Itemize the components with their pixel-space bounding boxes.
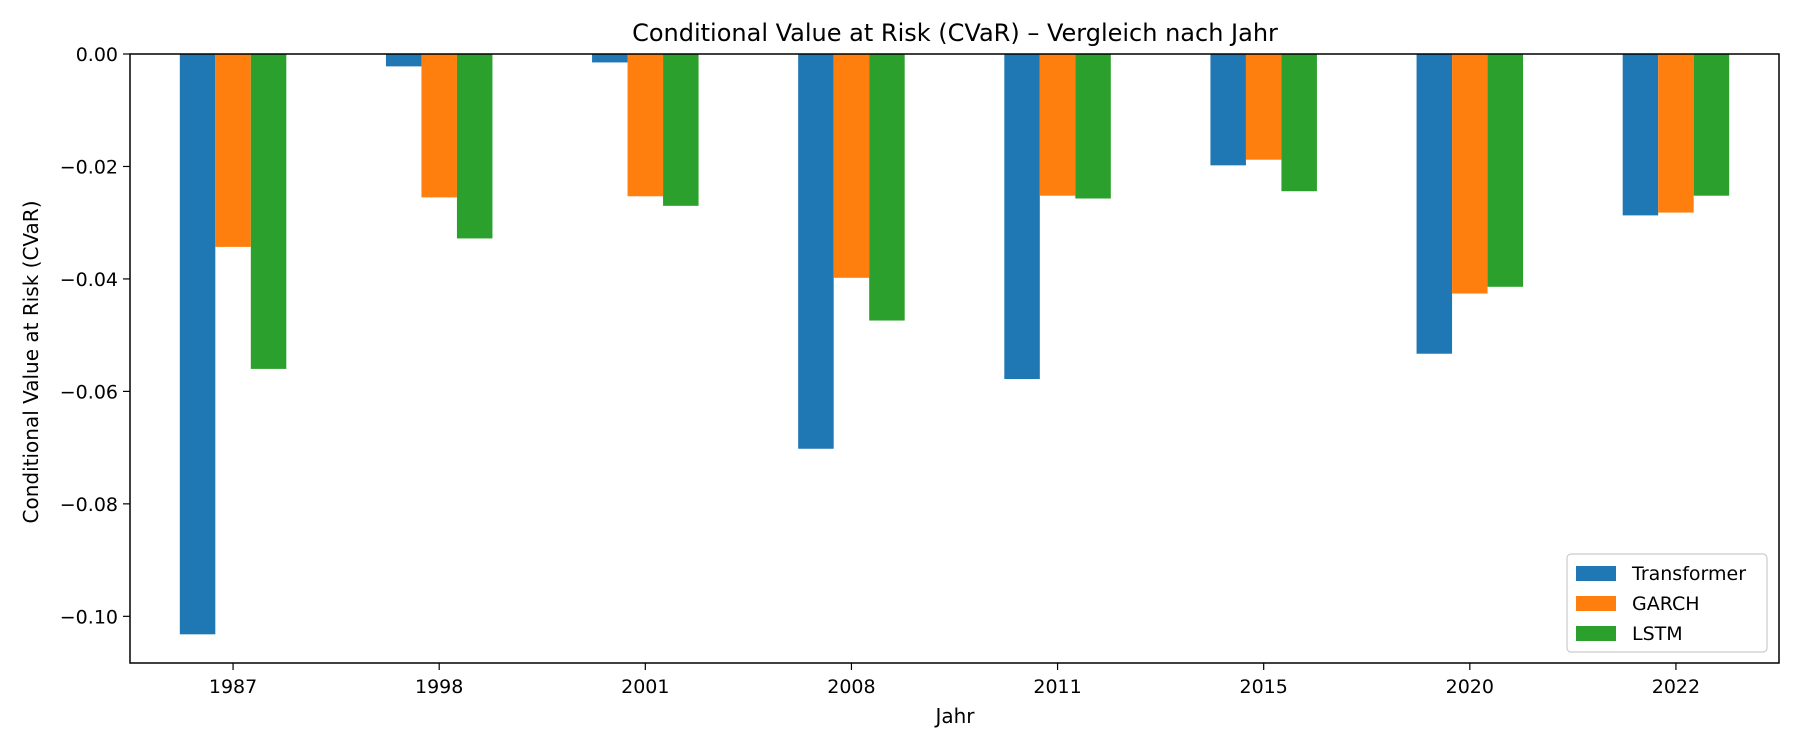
bar-garch-2011 — [1039, 54, 1076, 196]
bar-transformer-2020 — [1416, 54, 1453, 354]
x-tick-label: 2022 — [1652, 676, 1700, 698]
plot-frame — [129, 53, 1780, 664]
y-axis-title: Conditional Value at Risk (CVaR) — [19, 200, 43, 523]
plot-area: 0.00 −0.02 −0.04 −0.06 −0.08 −0.10 1987 1998 200… — [60, 44, 1780, 698]
bar-lstm-2022 — [1693, 54, 1730, 196]
bar-lstm-2008 — [869, 54, 905, 321]
bar-garch-2020 — [1452, 54, 1488, 294]
bar-lstm-2020 — [1487, 54, 1524, 287]
bar-garch-2001 — [627, 54, 664, 197]
bar-garch-2008 — [833, 54, 870, 278]
bar-transformer-2022 — [1622, 54, 1659, 216]
chart-title: Conditional Value at Risk (CVaR) – Vergl… — [632, 19, 1278, 47]
bar-transformer-2011 — [1004, 54, 1040, 380]
legend-label-garch: GARCH — [1632, 593, 1700, 615]
x-tick-label: 2011 — [1033, 676, 1081, 698]
y-tick-label: −0.08 — [60, 494, 118, 516]
x-tick-label: 2015 — [1240, 676, 1288, 698]
bar-transformer-1987 — [179, 54, 216, 635]
legend-label-lstm: LSTM — [1632, 623, 1683, 645]
legend-swatch-transformer — [1576, 566, 1616, 581]
legend-swatch-garch — [1576, 596, 1616, 611]
x-axis-title: Jahr — [933, 704, 975, 728]
bar-garch-2015 — [1245, 54, 1282, 160]
bar-transformer-1998 — [385, 54, 422, 67]
y-tick-label: −0.06 — [60, 381, 118, 403]
x-tick-label: 2001 — [621, 676, 669, 698]
legend-swatch-lstm — [1576, 626, 1616, 641]
x-tick-label: 1987 — [209, 676, 257, 698]
y-tick-label: −0.02 — [60, 156, 118, 178]
x-tick-label: 2020 — [1446, 676, 1494, 698]
legend-label-transformer: Transformer — [1631, 563, 1746, 585]
bar-transformer-2015 — [1210, 54, 1246, 166]
x-tick-label: 1998 — [415, 676, 463, 698]
bar-garch-1998 — [421, 54, 457, 198]
bar-lstm-2015 — [1281, 54, 1317, 192]
y-tick-label: −0.04 — [60, 269, 118, 291]
bar-transformer-2008 — [798, 54, 834, 449]
y-tick-label: −0.10 — [60, 606, 118, 628]
legend: Transformer GARCH LSTM — [1566, 553, 1768, 653]
bar-lstm-1987 — [250, 54, 287, 369]
bar-garch-2022 — [1658, 54, 1694, 213]
bar-transformer-2001 — [592, 54, 628, 63]
bar-lstm-2011 — [1075, 54, 1111, 199]
bar-garch-1987 — [215, 54, 251, 247]
x-tick-label: 2008 — [827, 676, 875, 698]
bar-lstm-2001 — [663, 54, 699, 206]
bar-lstm-1998 — [456, 54, 493, 239]
y-tick-label: 0.00 — [76, 44, 118, 66]
legend-box — [1566, 553, 1768, 653]
